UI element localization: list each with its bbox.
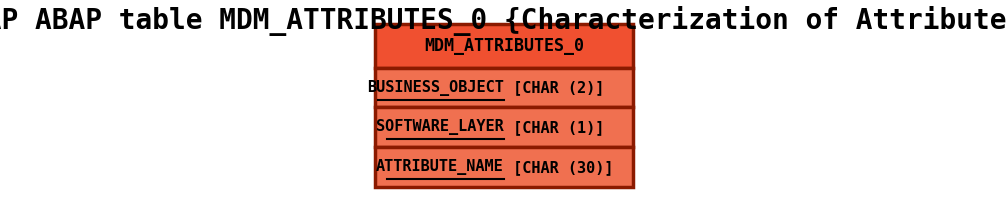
Text: BUSINESS_OBJECT: BUSINESS_OBJECT [367, 80, 504, 96]
Text: SAP ABAP table MDM_ATTRIBUTES_0 {Characterization of Attributes}: SAP ABAP table MDM_ATTRIBUTES_0 {Charact… [0, 6, 1008, 36]
Text: MDM_ATTRIBUTES_0: MDM_ATTRIBUTES_0 [424, 37, 584, 55]
Bar [375, 147, 633, 187]
Text: [CHAR (1)]: [CHAR (1)] [504, 120, 605, 135]
Text: SOFTWARE_LAYER: SOFTWARE_LAYER [376, 119, 504, 135]
Text: ATTRIBUTE_NAME: ATTRIBUTE_NAME [376, 159, 504, 175]
Text: [CHAR (2)]: [CHAR (2)] [504, 80, 605, 95]
Bar [375, 107, 633, 147]
Bar [375, 24, 633, 68]
Bar [375, 68, 633, 107]
Text: [CHAR (30)]: [CHAR (30)] [504, 160, 614, 175]
